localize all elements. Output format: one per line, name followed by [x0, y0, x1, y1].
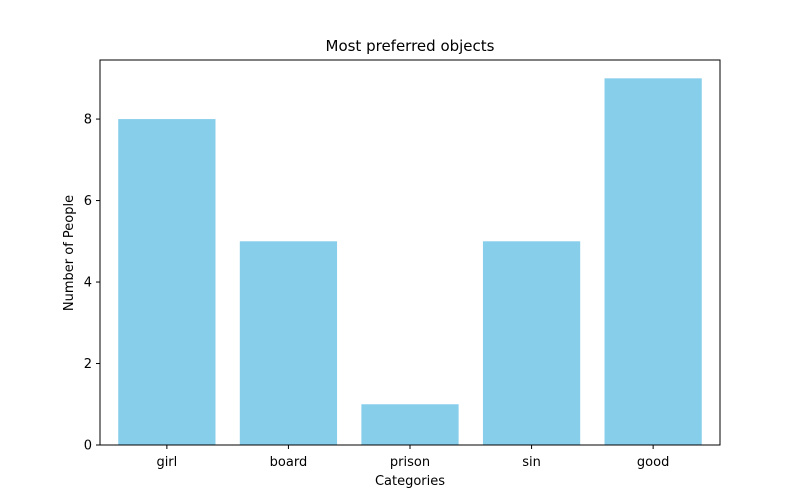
x-tick-label-girl: girl — [156, 455, 177, 470]
y-axis-label: Number of People — [62, 195, 77, 311]
bar-sin — [482, 241, 581, 445]
chart-title: Most preferred objects — [326, 37, 495, 55]
y-tick-label-8: 8 — [84, 113, 92, 128]
x-tick-label-sin: sin — [522, 455, 541, 470]
x-tick-label-prison: prison — [390, 455, 430, 470]
bar-girl — [118, 119, 216, 446]
x-axis-ticks: girl board prison sin good — [156, 445, 669, 470]
bar-board — [239, 241, 338, 445]
x-tick-label-good: good — [637, 455, 669, 470]
bar-good — [604, 78, 702, 445]
y-tick-label-4: 4 — [84, 276, 92, 291]
x-tick-label-board: board — [270, 455, 308, 470]
x-axis-label: Categories — [375, 474, 445, 489]
y-tick-label-0: 0 — [84, 439, 92, 454]
y-tick-label-2: 2 — [84, 357, 92, 372]
bar-prison — [361, 404, 459, 445]
y-axis-ticks: 0 2 4 6 8 — [84, 113, 100, 454]
y-tick-label-6: 6 — [84, 194, 92, 209]
bars-group — [118, 78, 702, 446]
